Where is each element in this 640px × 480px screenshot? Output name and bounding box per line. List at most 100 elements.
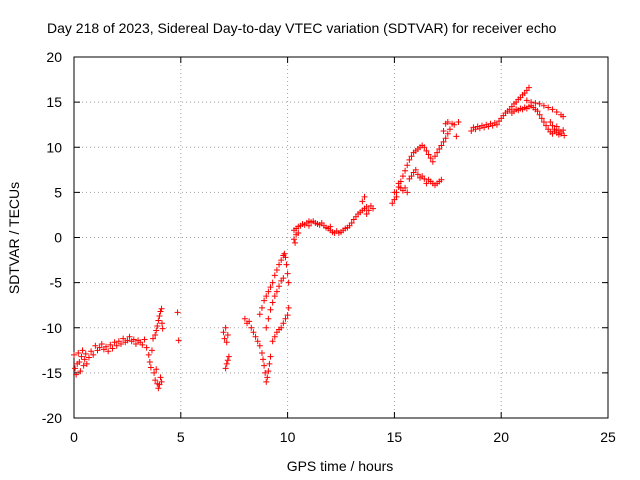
data-point: [258, 350, 265, 357]
data-point: [151, 369, 158, 376]
data-point: [159, 320, 166, 327]
data-point: [561, 132, 568, 139]
data-point: [536, 111, 543, 118]
data-point: [260, 356, 267, 363]
data-point: [291, 236, 298, 243]
data-point: [549, 106, 556, 113]
x-tick-label: 10: [280, 429, 296, 445]
data-point: [414, 171, 421, 178]
data-point: [273, 266, 280, 273]
data-point: [76, 359, 83, 366]
data-point: [113, 342, 120, 349]
data-point: [534, 108, 541, 115]
data-point: [85, 354, 92, 361]
chart-title: Day 218 of 2023, Sidereal Day-to-day VTE…: [47, 20, 557, 36]
data-point: [261, 362, 268, 369]
data-point: [267, 306, 274, 313]
data-point: [540, 102, 547, 109]
data-point: [273, 288, 280, 295]
data-point: [157, 308, 164, 315]
data-point: [156, 313, 163, 320]
data-point: [438, 176, 445, 183]
data-point: [553, 109, 560, 116]
data-point: [285, 304, 292, 311]
data-point: [158, 378, 165, 385]
data-points: [71, 84, 568, 392]
data-point: [468, 128, 475, 135]
data-point: [402, 167, 409, 174]
data-point: [285, 279, 292, 286]
data-point: [154, 322, 161, 329]
data-point: [158, 305, 165, 312]
y-tick-label: 15: [46, 94, 62, 110]
data-point: [264, 374, 271, 381]
data-point: [283, 261, 290, 268]
data-point: [451, 121, 458, 128]
data-point: [528, 99, 535, 106]
data-point: [254, 338, 261, 345]
data-point: [88, 348, 95, 355]
data-point: [436, 146, 443, 153]
data-point: [267, 353, 274, 360]
data-point: [75, 350, 82, 357]
data-point: [402, 184, 409, 191]
data-point: [241, 315, 248, 322]
y-tick-label: 10: [46, 139, 62, 155]
data-point: [553, 123, 560, 130]
data-point: [434, 149, 441, 156]
data-point: [404, 189, 411, 196]
data-point: [365, 207, 372, 214]
y-tick-label: 20: [46, 49, 62, 65]
data-point: [408, 153, 415, 160]
data-point: [105, 348, 112, 355]
data-point: [547, 118, 554, 125]
data-point: [421, 175, 428, 182]
data-point: [423, 147, 430, 154]
data-point: [82, 350, 89, 357]
data-point: [276, 261, 283, 268]
data-point: [292, 239, 299, 246]
x-tick-label: 0: [70, 429, 78, 445]
data-point: [525, 84, 532, 91]
data-point: [96, 344, 103, 351]
data-point: [359, 198, 366, 205]
data-point: [117, 340, 124, 347]
data-point: [427, 155, 434, 162]
data-point: [71, 351, 77, 358]
data-point: [543, 122, 550, 129]
data-point: [327, 223, 334, 230]
data-point: [81, 356, 88, 363]
data-point: [252, 333, 259, 340]
data-point: [269, 299, 276, 306]
data-point: [282, 254, 289, 261]
data-point: [305, 222, 312, 229]
data-point: [348, 220, 355, 227]
data-point: [263, 324, 270, 331]
data-point: [98, 340, 105, 347]
data-point: [103, 343, 110, 350]
data-point: [78, 353, 85, 360]
data-point: [560, 127, 567, 134]
data-point: [130, 336, 137, 343]
data-point: [222, 365, 229, 372]
data-point: [262, 369, 269, 376]
data-point: [444, 130, 451, 137]
data-point: [271, 293, 278, 300]
y-tick-label: -15: [42, 365, 62, 381]
data-point: [92, 342, 99, 349]
data-point: [266, 360, 273, 367]
data-point: [412, 166, 419, 173]
data-point: [107, 341, 114, 348]
data-point: [423, 180, 430, 187]
data-point: [269, 338, 276, 345]
data-point: [152, 377, 159, 384]
data-point: [223, 360, 230, 367]
data-point: [408, 173, 415, 180]
data-point: [493, 121, 500, 128]
data-point: [363, 203, 370, 210]
data-point: [284, 312, 291, 319]
data-point: [263, 378, 270, 385]
data-point: [523, 97, 530, 104]
data-point: [146, 359, 153, 366]
